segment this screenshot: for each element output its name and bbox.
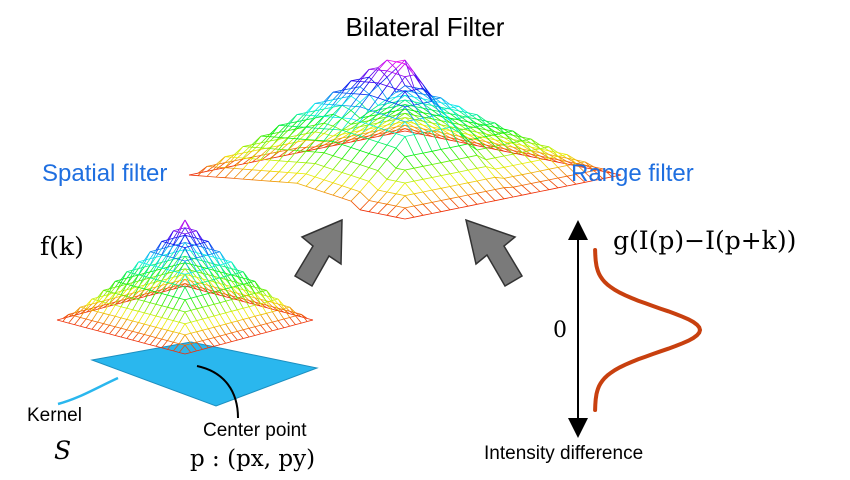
range-function-label: g(I(p)−I(p+k)) xyxy=(613,226,797,255)
spatial-function-label: f(k) xyxy=(40,232,84,261)
diagram-title: Bilateral Filter xyxy=(345,12,505,42)
center-point-label: Center point xyxy=(203,420,307,441)
range-filter-label: Range filter xyxy=(571,160,694,187)
kernel-symbol: S xyxy=(54,436,72,465)
zero-label: 0 xyxy=(553,318,567,343)
kernel-label: Kernel xyxy=(27,405,82,426)
spatial-filter-label: Spatial filter xyxy=(42,160,168,187)
kernel-plane xyxy=(90,341,319,407)
range-gaussian-curve xyxy=(593,248,703,412)
intensity-axis-label: Intensity difference xyxy=(484,443,644,464)
right-arrow xyxy=(464,218,524,288)
center-point-formula: p : (px, py) xyxy=(190,446,316,472)
spatial-kernel-mesh xyxy=(56,219,314,355)
center-pointer-line xyxy=(196,365,239,419)
bilateral-result-mesh xyxy=(188,59,622,220)
left-arrow xyxy=(293,218,343,288)
kernel-pointer-line xyxy=(57,376,119,406)
